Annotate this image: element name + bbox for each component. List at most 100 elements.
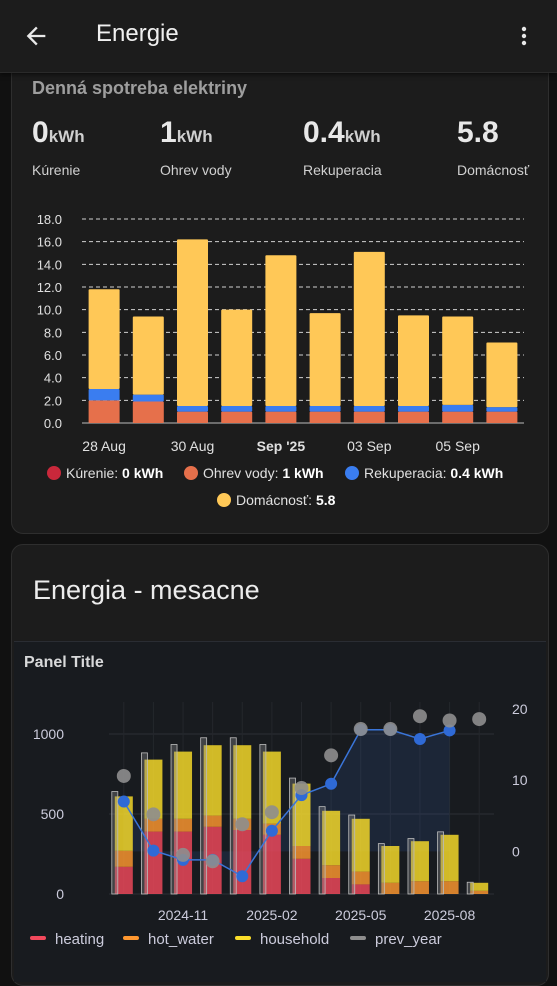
bar-segment — [132, 401, 164, 423]
legend-dot — [345, 466, 359, 480]
legend-label: hot_water — [148, 931, 214, 948]
bar-segment — [233, 745, 252, 819]
prev-year-point — [442, 713, 457, 728]
bar-segment — [470, 890, 489, 894]
bar-segment — [470, 882, 489, 891]
prev-year-point — [353, 722, 368, 737]
stat-unit: kWh — [48, 127, 85, 146]
prev-year-point — [235, 817, 250, 832]
stat-label: Domácnosť — [457, 162, 530, 178]
x-tick-label: 30 Aug — [171, 438, 215, 454]
bar-segment — [221, 309, 253, 406]
bar-segment — [88, 400, 120, 423]
panel-title[interactable]: Panel Title — [24, 654, 104, 671]
prev-year-point — [264, 805, 279, 820]
arrow-left-icon[interactable] — [22, 22, 50, 50]
legend-item-hot-water[interactable]: hot_water — [123, 931, 214, 948]
monthly-bar-chart[interactable]: 0 500 1000 0 10 20 2024-11 2025-02 2025-05 2025-0… — [14, 682, 546, 922]
bar-segment — [486, 411, 518, 423]
x-tick-label: 28 Aug — [82, 438, 126, 454]
stat-unit: kWh — [344, 127, 381, 146]
legend-item-heating[interactable]: Kúrenie: 0 kWh — [47, 465, 163, 481]
grafana-panel: Panel Title 0 500 1000 0 10 20 2024-11 2025-02 2… — [14, 641, 546, 982]
legend-item-household[interactable]: household — [235, 931, 329, 948]
line-point — [117, 795, 130, 808]
y2-tick-label: 10 — [512, 772, 528, 788]
bar-segment — [309, 411, 341, 423]
prev-year-point — [116, 768, 131, 783]
bar-segment — [265, 411, 297, 423]
bar-segment — [203, 815, 222, 827]
bar-segment — [351, 871, 370, 885]
legend-value: 0.4 kWh — [450, 465, 504, 481]
bar-segment — [322, 810, 341, 866]
legend-item-prev-year[interactable]: prev_year — [350, 931, 442, 948]
stat-value: 0 — [32, 116, 49, 149]
card-title: Denná spotreba elektriny — [32, 78, 248, 98]
legend-dot — [47, 466, 61, 480]
prev-year-bar — [170, 744, 178, 895]
bar-segment — [398, 315, 429, 406]
stat-value: 5.8 — [457, 116, 499, 149]
stat-label: Ohrev vody — [160, 162, 232, 178]
legend-value: 0 kWh — [122, 465, 164, 481]
legend-item-hot-water[interactable]: Ohrev vody: 1 kWh — [184, 465, 324, 481]
top-app-bar: Energie — [0, 0, 557, 73]
dots-vertical-icon[interactable] — [512, 22, 536, 50]
stat-label: Rekuperacia — [303, 162, 382, 178]
bar-segment — [292, 858, 311, 894]
bar-segment — [88, 389, 120, 401]
y-tick-label: 14.0 — [37, 257, 62, 272]
y-tick-label: 6.0 — [44, 348, 62, 363]
bar-segment — [322, 865, 341, 878]
bar-segment — [442, 404, 474, 412]
legend-item-recuperation[interactable]: Rekuperacia: 0.4 kWh — [345, 465, 503, 481]
legend-label: Ohrev vody: — [203, 465, 279, 481]
y-tick-label: 18.0 — [37, 212, 62, 227]
bar-segment — [351, 884, 370, 894]
daily-bar-chart[interactable]: 0.0 2.0 4.0 6.0 8.0 10.0 12.0 14.0 16.0 18.0 28 Au… — [12, 201, 548, 461]
legend-swatch — [30, 936, 46, 940]
bar-segment — [265, 255, 297, 406]
bar-segment — [381, 846, 400, 883]
legend-item-household[interactable]: Domácnosť: 5.8 — [217, 492, 335, 508]
x-tick-label: 03 Sep — [347, 438, 392, 454]
prev-year-point — [176, 847, 191, 862]
bar-segment — [132, 394, 164, 402]
prev-year-point — [383, 722, 398, 737]
stat-household[interactable]: 5.8 Domácnosť — [457, 116, 529, 178]
bar-segment — [292, 846, 311, 859]
bar-segment — [262, 834, 281, 894]
y2-tick-label: 0 — [512, 843, 520, 859]
y-tick-label: 16.0 — [37, 235, 62, 250]
legend-value: 5.8 — [315, 492, 336, 508]
stat-heating[interactable]: 0kWh Kúrenie — [32, 116, 85, 178]
bar-segment — [221, 406, 253, 412]
prev-year-point — [205, 854, 220, 869]
bar-segment — [486, 342, 518, 408]
stat-value: 1 — [160, 116, 177, 149]
bar-segment — [398, 406, 429, 412]
bar-segment — [174, 818, 193, 832]
stat-hot-water[interactable]: 1kWh Ohrev vody — [160, 116, 232, 178]
bar-segment — [309, 406, 341, 412]
bar-segment — [353, 251, 385, 406]
bar-segment — [381, 882, 400, 894]
x-tick-label: 2024-11 — [158, 907, 209, 922]
bar-segment — [309, 313, 341, 406]
monthly-energy-card: Energia - mesacne Panel Title 0 500 1000 0 1… — [11, 544, 549, 986]
legend-item-heating[interactable]: heating — [30, 931, 104, 948]
prev-year-bar — [377, 843, 385, 895]
y-tick-label: 10.0 — [37, 303, 62, 318]
y-tick-label: 4.0 — [44, 371, 62, 386]
y2-tick-label: 20 — [512, 701, 528, 717]
bar-segment — [410, 841, 429, 882]
prev-year-bar — [141, 752, 148, 895]
y-tick-label: 2.0 — [44, 393, 62, 408]
prev-year-bar — [318, 806, 326, 895]
prev-year-point — [146, 807, 161, 822]
prev-year-point — [472, 712, 487, 727]
line-point — [147, 844, 160, 857]
y-tick-label: 500 — [41, 806, 65, 822]
stat-recuperation[interactable]: 0.4kWh Rekuperacia — [303, 116, 382, 178]
